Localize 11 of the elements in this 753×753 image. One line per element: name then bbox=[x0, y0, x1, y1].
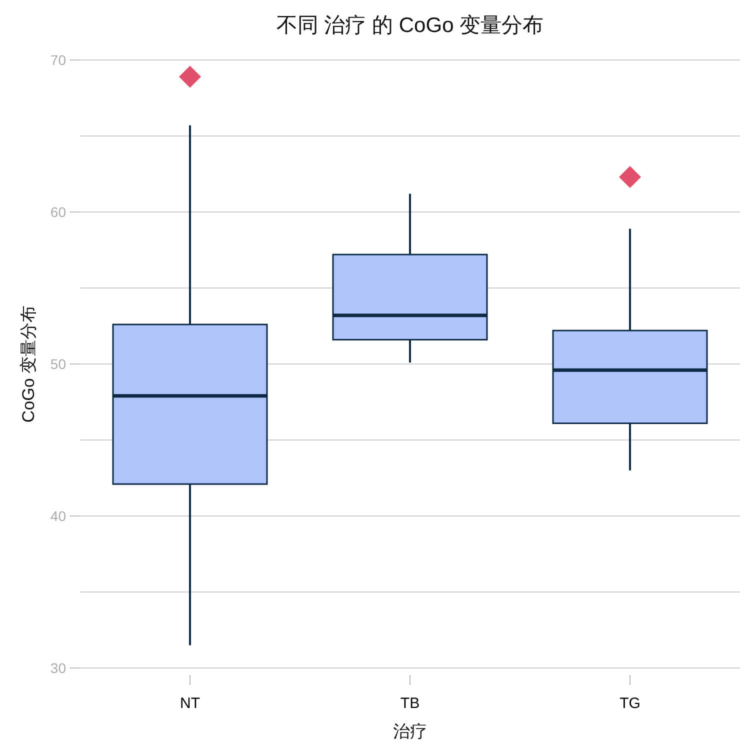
x-tick-label: TG bbox=[620, 695, 640, 712]
y-tick-label: 70 bbox=[50, 52, 66, 68]
chart-title: 不同 治疗 的 CoGo 变量分布 bbox=[276, 14, 544, 37]
y-tick-label: 40 bbox=[50, 508, 66, 524]
y-axis-title: CoGo 变量分布 bbox=[19, 305, 38, 423]
x-axis-title: 治疗 bbox=[393, 722, 427, 741]
x-tick-label: TB bbox=[400, 695, 420, 712]
x-tick-label: NT bbox=[180, 695, 200, 712]
y-tick-label: 50 bbox=[50, 356, 66, 372]
y-tick-label: 60 bbox=[50, 204, 66, 220]
y-tick-label: 30 bbox=[50, 660, 66, 676]
